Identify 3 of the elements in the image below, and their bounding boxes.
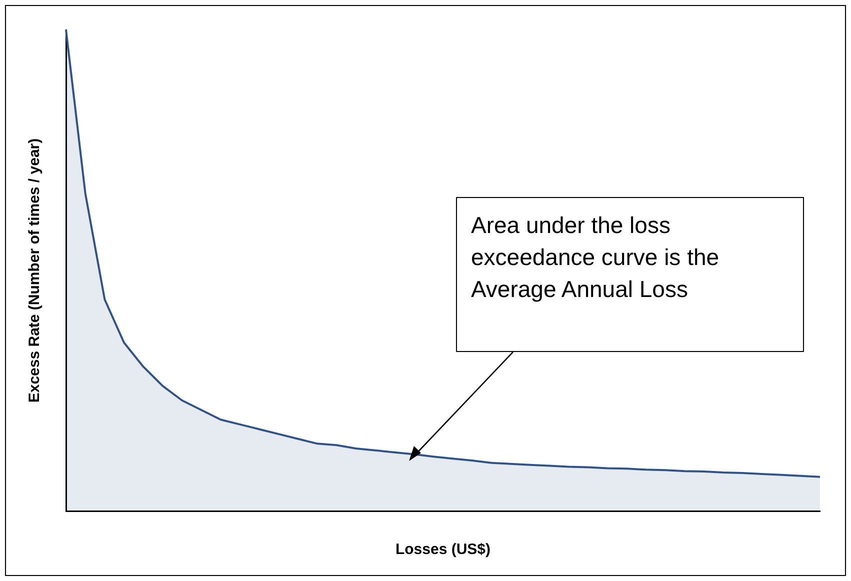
y-axis-title: Excess Rate (Number of times / year): [26, 138, 44, 403]
annotation: Area under the loss exceedance curve is the Average Annual Loss: [471, 211, 720, 304]
x-axis-title: Losses (US$): [395, 541, 491, 558]
